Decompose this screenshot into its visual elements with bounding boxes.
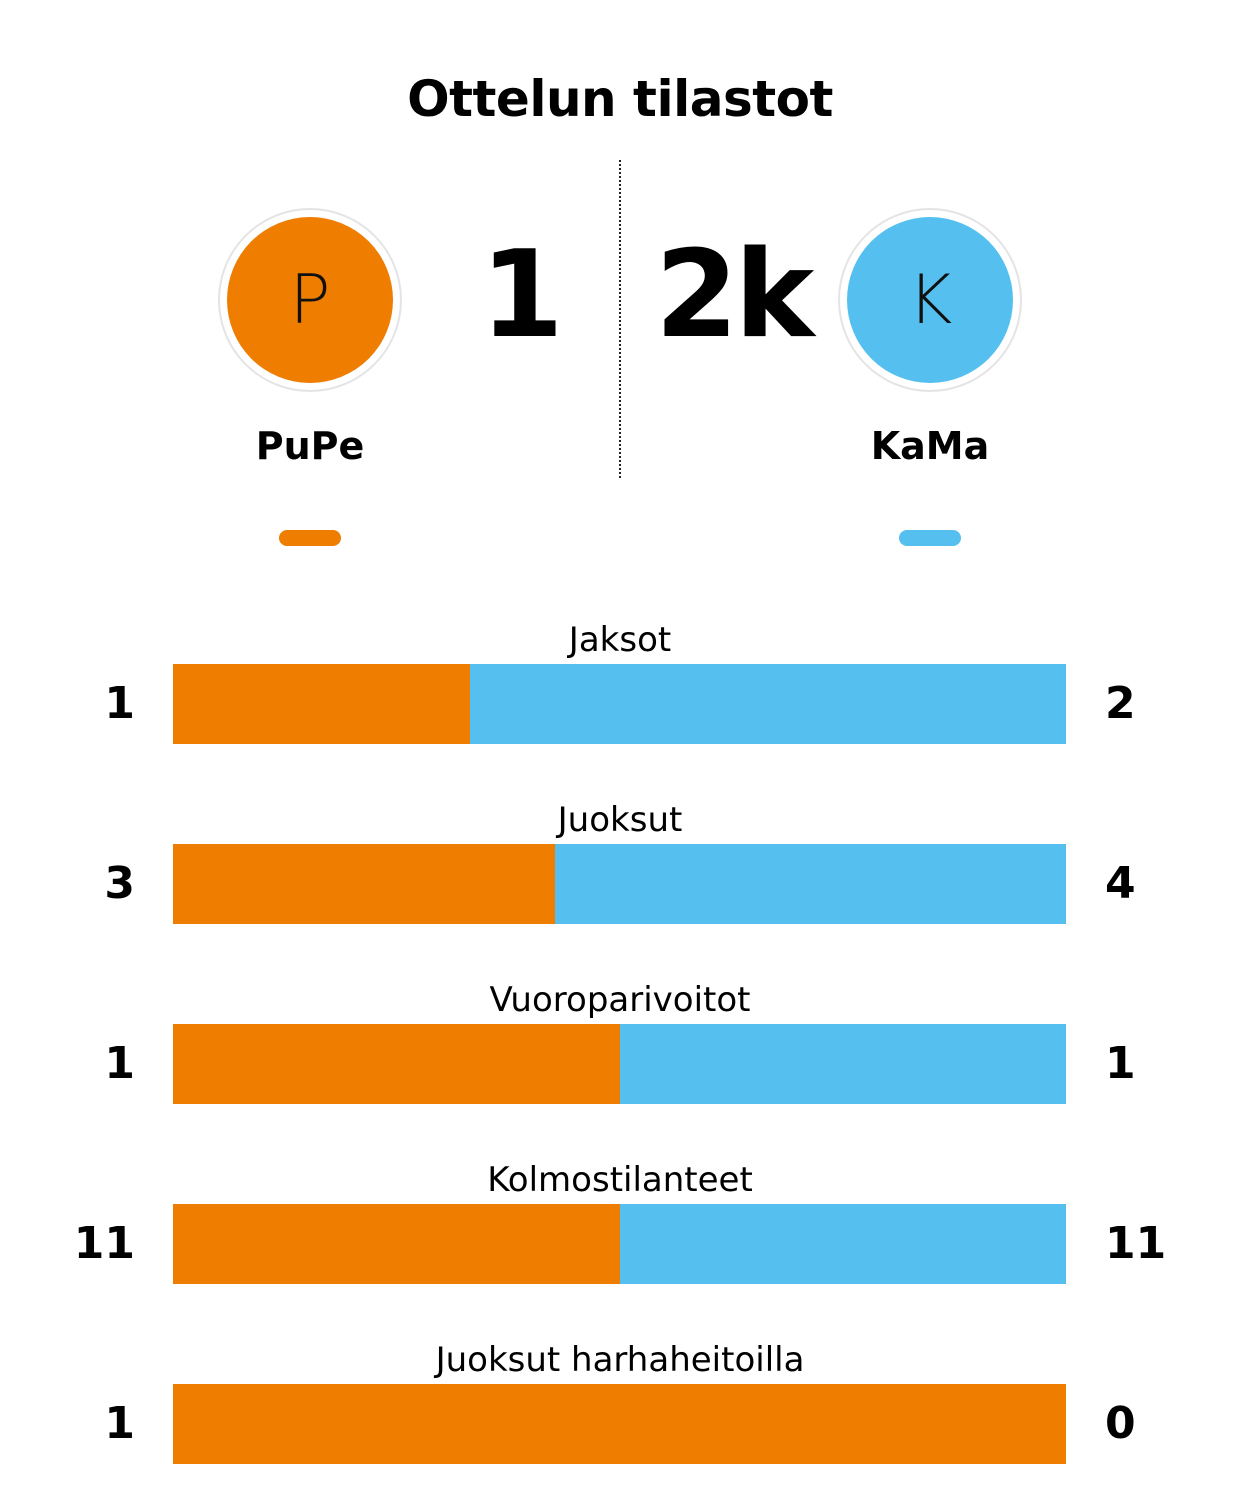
away-logo-letter: K bbox=[847, 217, 1013, 383]
stat-bar-away bbox=[555, 844, 1066, 924]
stat-bar-away bbox=[619, 1204, 1066, 1284]
stat-home-value: 1 bbox=[104, 1038, 135, 1089]
stat-away-value: 0 bbox=[1105, 1398, 1136, 1449]
stat-row: Juoksut harhaheitoilla 1 0 bbox=[0, 1324, 1240, 1500]
away-score: 2k bbox=[655, 226, 814, 365]
stat-bar-away bbox=[470, 664, 1066, 744]
page-title: Ottelun tilastot bbox=[407, 70, 833, 128]
stat-label: Juoksut bbox=[557, 800, 683, 840]
stat-bar-home bbox=[173, 844, 556, 924]
home-team-logo: P bbox=[218, 208, 402, 392]
stat-row: Kolmostilanteet 11 11 bbox=[0, 1144, 1240, 1324]
stat-bar-home bbox=[173, 1204, 620, 1284]
stat-bar bbox=[173, 1384, 1066, 1464]
away-team-logo: K bbox=[838, 208, 1022, 392]
stat-bar bbox=[173, 1024, 1066, 1104]
score-divider bbox=[619, 160, 621, 478]
stat-row: Vuoroparivoitot 1 1 bbox=[0, 964, 1240, 1144]
stat-bar-home bbox=[173, 664, 471, 744]
home-score: 1 bbox=[480, 226, 564, 365]
home-logo-letter: P bbox=[227, 217, 393, 383]
stat-home-value: 3 bbox=[104, 858, 135, 909]
stat-bar bbox=[173, 1204, 1066, 1284]
away-team-name: KaMa bbox=[870, 424, 990, 468]
stat-bar-home bbox=[173, 1384, 1066, 1464]
stat-away-value: 2 bbox=[1105, 678, 1136, 729]
stat-bar-home bbox=[173, 1024, 620, 1104]
stat-label: Juoksut harhaheitoilla bbox=[435, 1340, 805, 1380]
stat-label: Jaksot bbox=[568, 620, 672, 660]
stat-bar bbox=[173, 664, 1066, 744]
stat-home-value: 1 bbox=[104, 678, 135, 729]
stat-label: Kolmostilanteet bbox=[487, 1160, 753, 1200]
stat-home-value: 11 bbox=[73, 1218, 135, 1269]
home-team-name: PuPe bbox=[255, 424, 365, 468]
stat-home-value: 1 bbox=[104, 1398, 135, 1449]
away-color-swatch bbox=[899, 530, 961, 546]
stat-away-value: 4 bbox=[1105, 858, 1136, 909]
stat-bar bbox=[173, 844, 1066, 924]
stat-bar-away bbox=[619, 1024, 1066, 1104]
stat-away-value: 11 bbox=[1105, 1218, 1167, 1269]
stat-row: Jaksot 1 2 bbox=[0, 604, 1240, 784]
stat-away-value: 1 bbox=[1105, 1038, 1136, 1089]
home-color-swatch bbox=[279, 530, 341, 546]
stat-row: Juoksut 3 4 bbox=[0, 784, 1240, 964]
stat-label: Vuoroparivoitot bbox=[489, 980, 751, 1020]
